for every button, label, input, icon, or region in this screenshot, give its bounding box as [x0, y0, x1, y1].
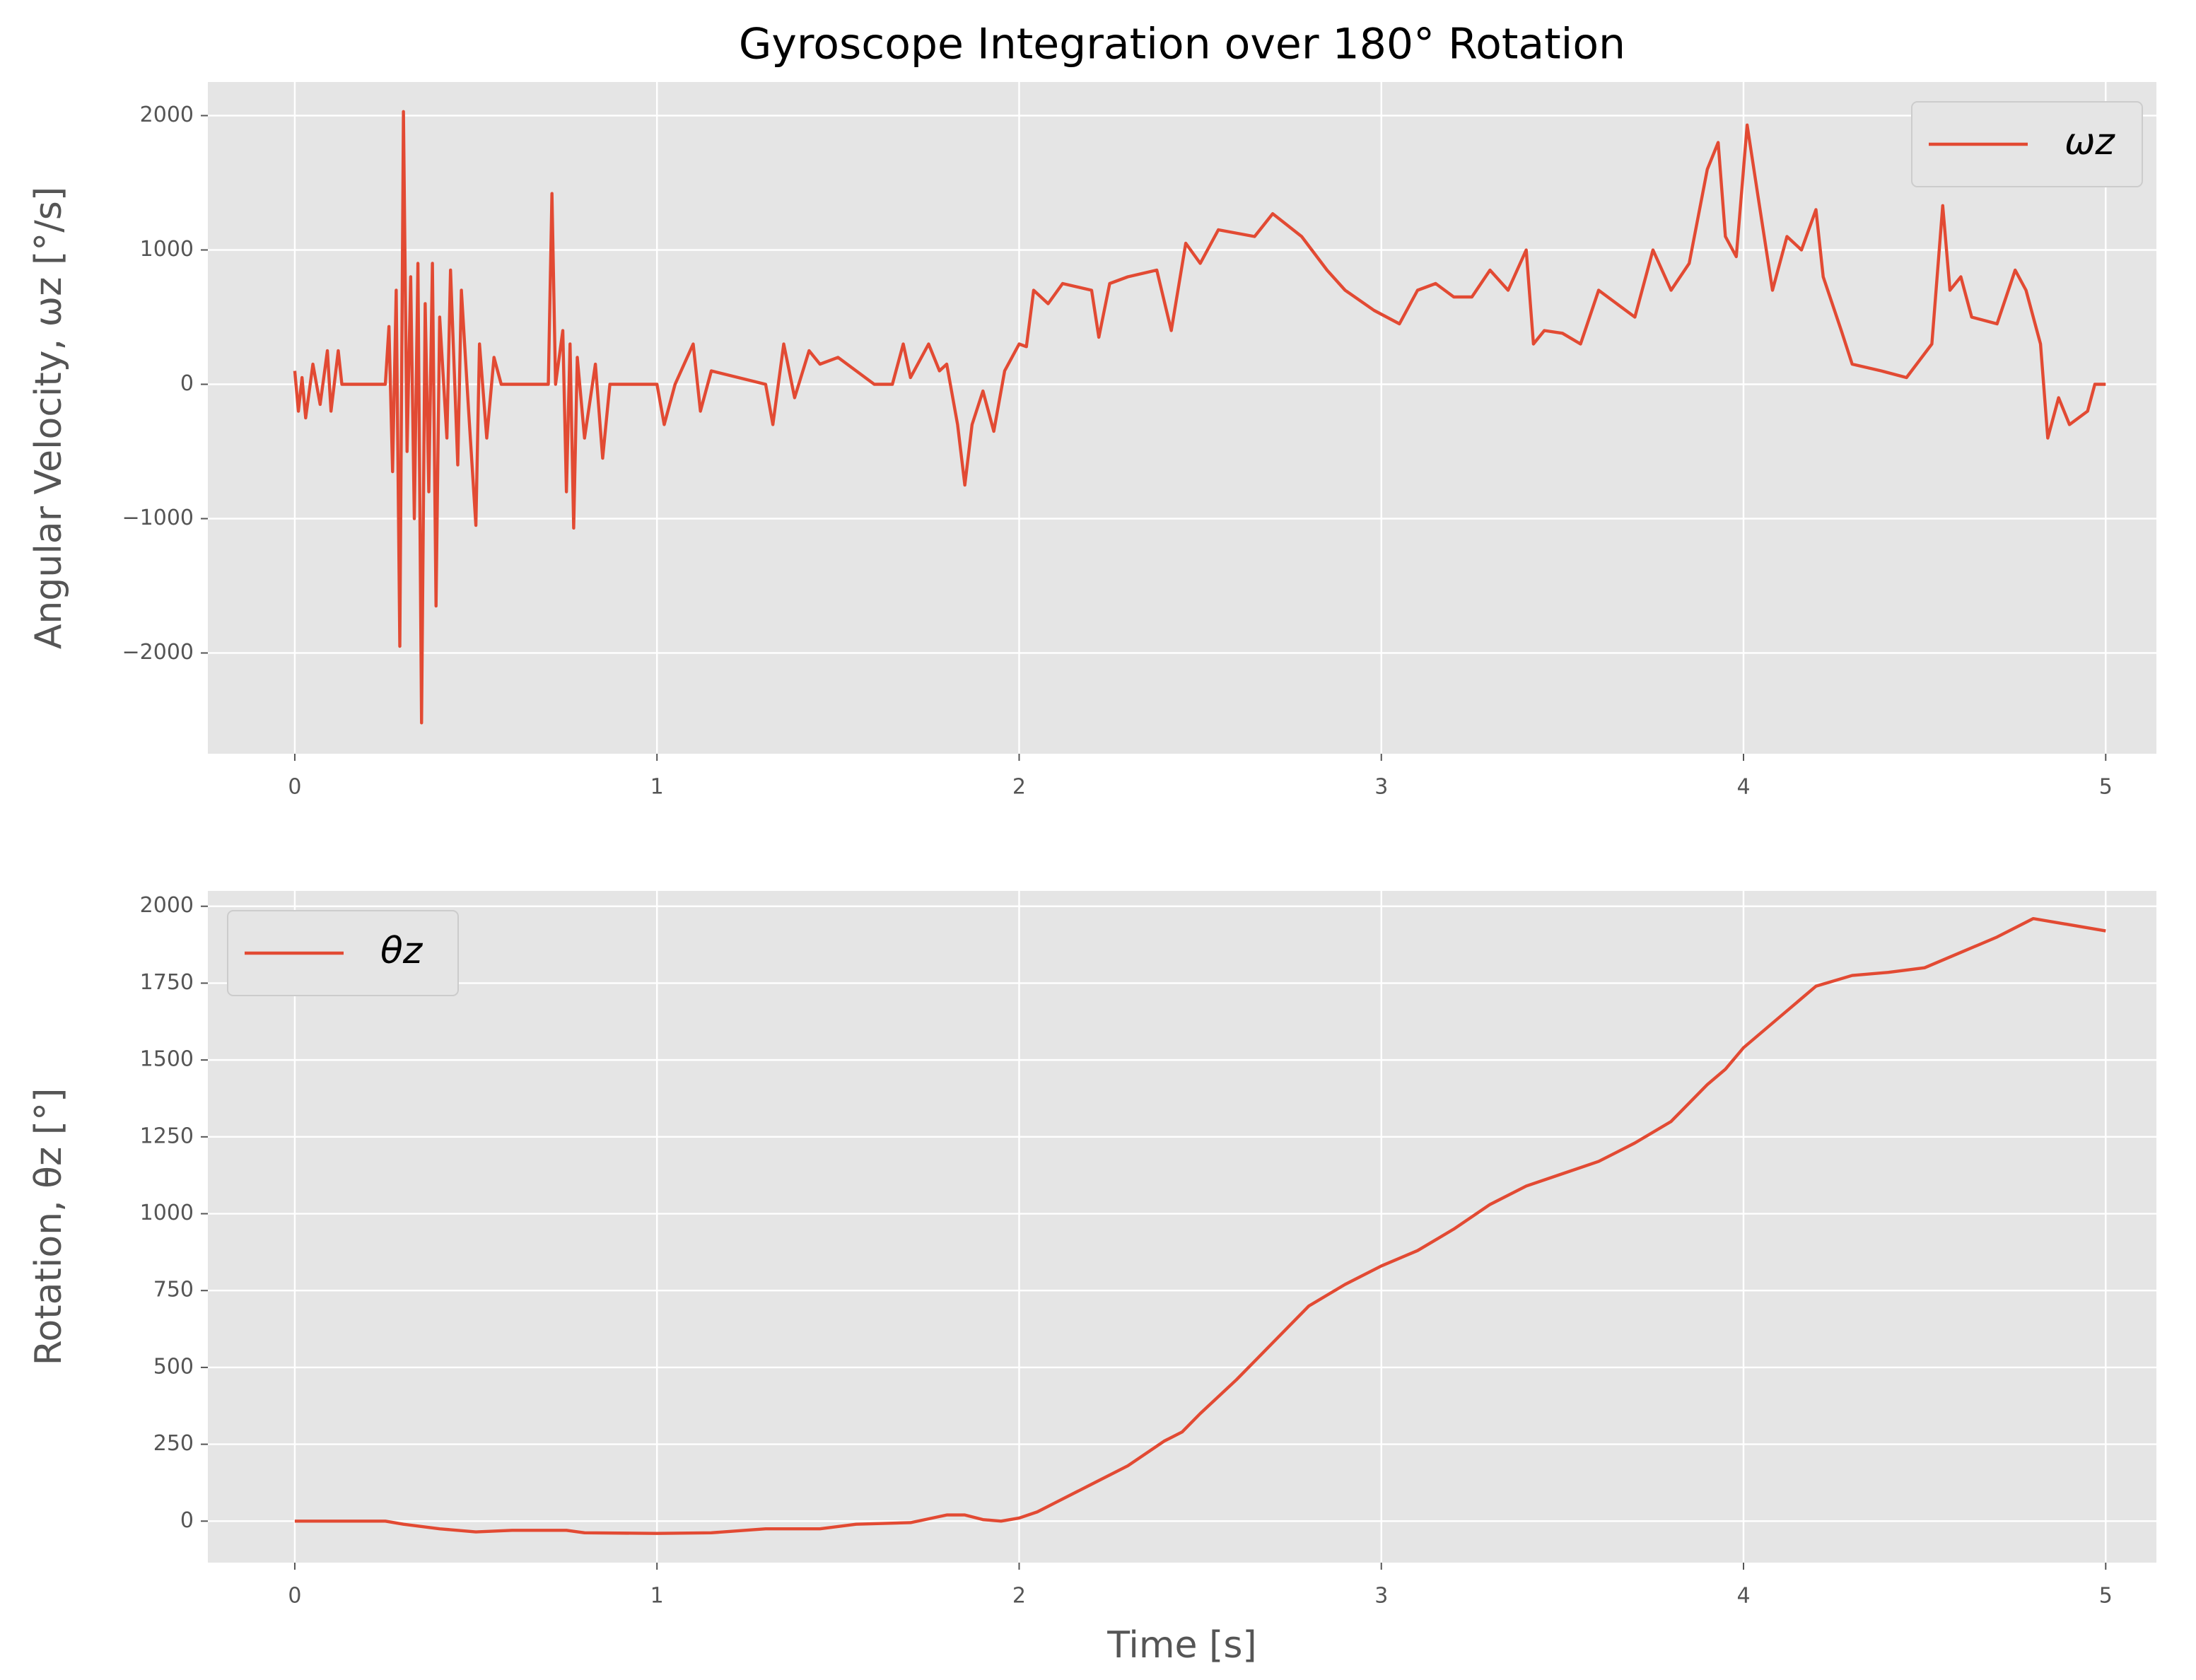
y-tick-label: 1000	[140, 237, 194, 262]
x-tick-label: 4	[1736, 775, 1750, 800]
data-line	[294, 916, 2106, 1535]
y-tick-label: 0	[180, 371, 194, 396]
x-tick-label: 1	[650, 1584, 664, 1609]
y-tick-label: 750	[153, 1278, 194, 1302]
y-tick-label: 1500	[140, 1047, 194, 1072]
x-tick-label: 1	[650, 775, 664, 800]
x-tick-label: 5	[2099, 1584, 2113, 1609]
x-tick-label: 2	[1012, 775, 1026, 800]
x-tick-label: 0	[288, 1584, 301, 1609]
x-tick-label: 5	[2099, 775, 2113, 800]
data-line	[293, 110, 2106, 725]
x-tick-label: 4	[1736, 1584, 1750, 1609]
plot-area	[208, 891, 2156, 1563]
x-axis-label: Time [s]	[1106, 1624, 1256, 1667]
x-tick-label: 2	[1012, 1584, 1026, 1609]
x-tick-label: 0	[288, 775, 301, 800]
chart-title: Gyroscope Integration over 180° Rotation	[739, 20, 1625, 69]
x-tick-label: 3	[1374, 775, 1388, 800]
y-axis-label: Angular Velocity, ωz [°/s]	[28, 187, 70, 649]
y-tick-label: 1250	[140, 1124, 194, 1148]
legend-label: ωz	[2064, 121, 2116, 163]
legend-label: θz	[380, 930, 424, 972]
y-tick-label: 250	[153, 1431, 194, 1456]
y-axis-label: Rotation, θz [°]	[28, 1088, 70, 1366]
y-tick-label: 2000	[140, 893, 194, 918]
y-tick-label: −2000	[122, 640, 194, 665]
y-tick-label: −1000	[122, 506, 194, 530]
y-tick-label: 1750	[140, 970, 194, 995]
y-tick-label: 1000	[140, 1201, 194, 1225]
y-tick-label: 0	[180, 1508, 194, 1533]
x-tick-label: 3	[1374, 1584, 1388, 1609]
plot-area	[208, 82, 2156, 754]
y-tick-label: 500	[153, 1354, 194, 1379]
y-tick-label: 2000	[140, 103, 194, 127]
